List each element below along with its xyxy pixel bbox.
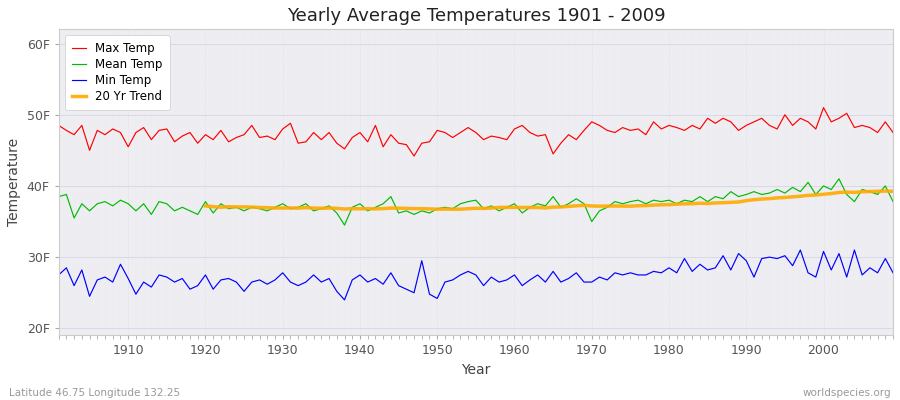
Title: Yearly Average Temperatures 1901 - 2009: Yearly Average Temperatures 1901 - 2009 — [286, 7, 665, 25]
Y-axis label: Temperature: Temperature — [7, 138, 21, 226]
20 Yr Trend — [779, 195, 790, 200]
20 Yr Trend — [880, 189, 891, 194]
Mean Temp — [53, 194, 64, 199]
Legend: Max Temp, Mean Temp, Min Temp, 20 Yr Trend: Max Temp, Mean Temp, Min Temp, 20 Yr Tre… — [65, 35, 170, 110]
Max Temp — [609, 130, 620, 135]
Mean Temp — [331, 210, 342, 215]
Max Temp — [818, 105, 829, 110]
Mean Temp — [285, 206, 296, 211]
20 Yr Trend — [432, 207, 443, 212]
X-axis label: Year: Year — [461, 363, 491, 377]
Mean Temp — [833, 176, 844, 181]
Min Temp — [795, 248, 806, 252]
Min Temp — [115, 262, 126, 267]
Mean Temp — [517, 210, 527, 215]
Max Temp — [53, 123, 64, 128]
20 Yr Trend — [200, 204, 211, 208]
Min Temp — [509, 272, 520, 277]
Min Temp — [331, 289, 342, 294]
20 Yr Trend — [687, 201, 698, 206]
Min Temp — [53, 272, 64, 277]
20 Yr Trend — [887, 189, 898, 194]
Max Temp — [517, 123, 527, 128]
20 Yr Trend — [409, 206, 419, 211]
Min Temp — [517, 283, 527, 288]
Text: Latitude 46.75 Longitude 132.25: Latitude 46.75 Longitude 132.25 — [9, 388, 180, 398]
Line: 20 Yr Trend: 20 Yr Trend — [205, 191, 893, 209]
Mean Temp — [339, 223, 350, 228]
20 Yr Trend — [865, 189, 876, 194]
Max Temp — [409, 154, 419, 158]
Mean Temp — [609, 199, 620, 204]
Min Temp — [609, 270, 620, 275]
Max Temp — [887, 130, 898, 135]
Max Temp — [115, 130, 126, 135]
Line: Min Temp: Min Temp — [58, 250, 893, 300]
Max Temp — [509, 126, 520, 131]
Min Temp — [285, 280, 296, 284]
Mean Temp — [115, 198, 126, 202]
20 Yr Trend — [292, 206, 303, 210]
Line: Max Temp: Max Temp — [58, 108, 893, 156]
Text: worldspecies.org: worldspecies.org — [803, 388, 891, 398]
Line: Mean Temp: Mean Temp — [58, 179, 893, 225]
Max Temp — [285, 121, 296, 126]
Mean Temp — [509, 201, 520, 206]
Mean Temp — [887, 199, 898, 204]
20 Yr Trend — [795, 194, 806, 199]
Min Temp — [887, 270, 898, 275]
Min Temp — [339, 298, 350, 302]
Max Temp — [331, 141, 342, 146]
